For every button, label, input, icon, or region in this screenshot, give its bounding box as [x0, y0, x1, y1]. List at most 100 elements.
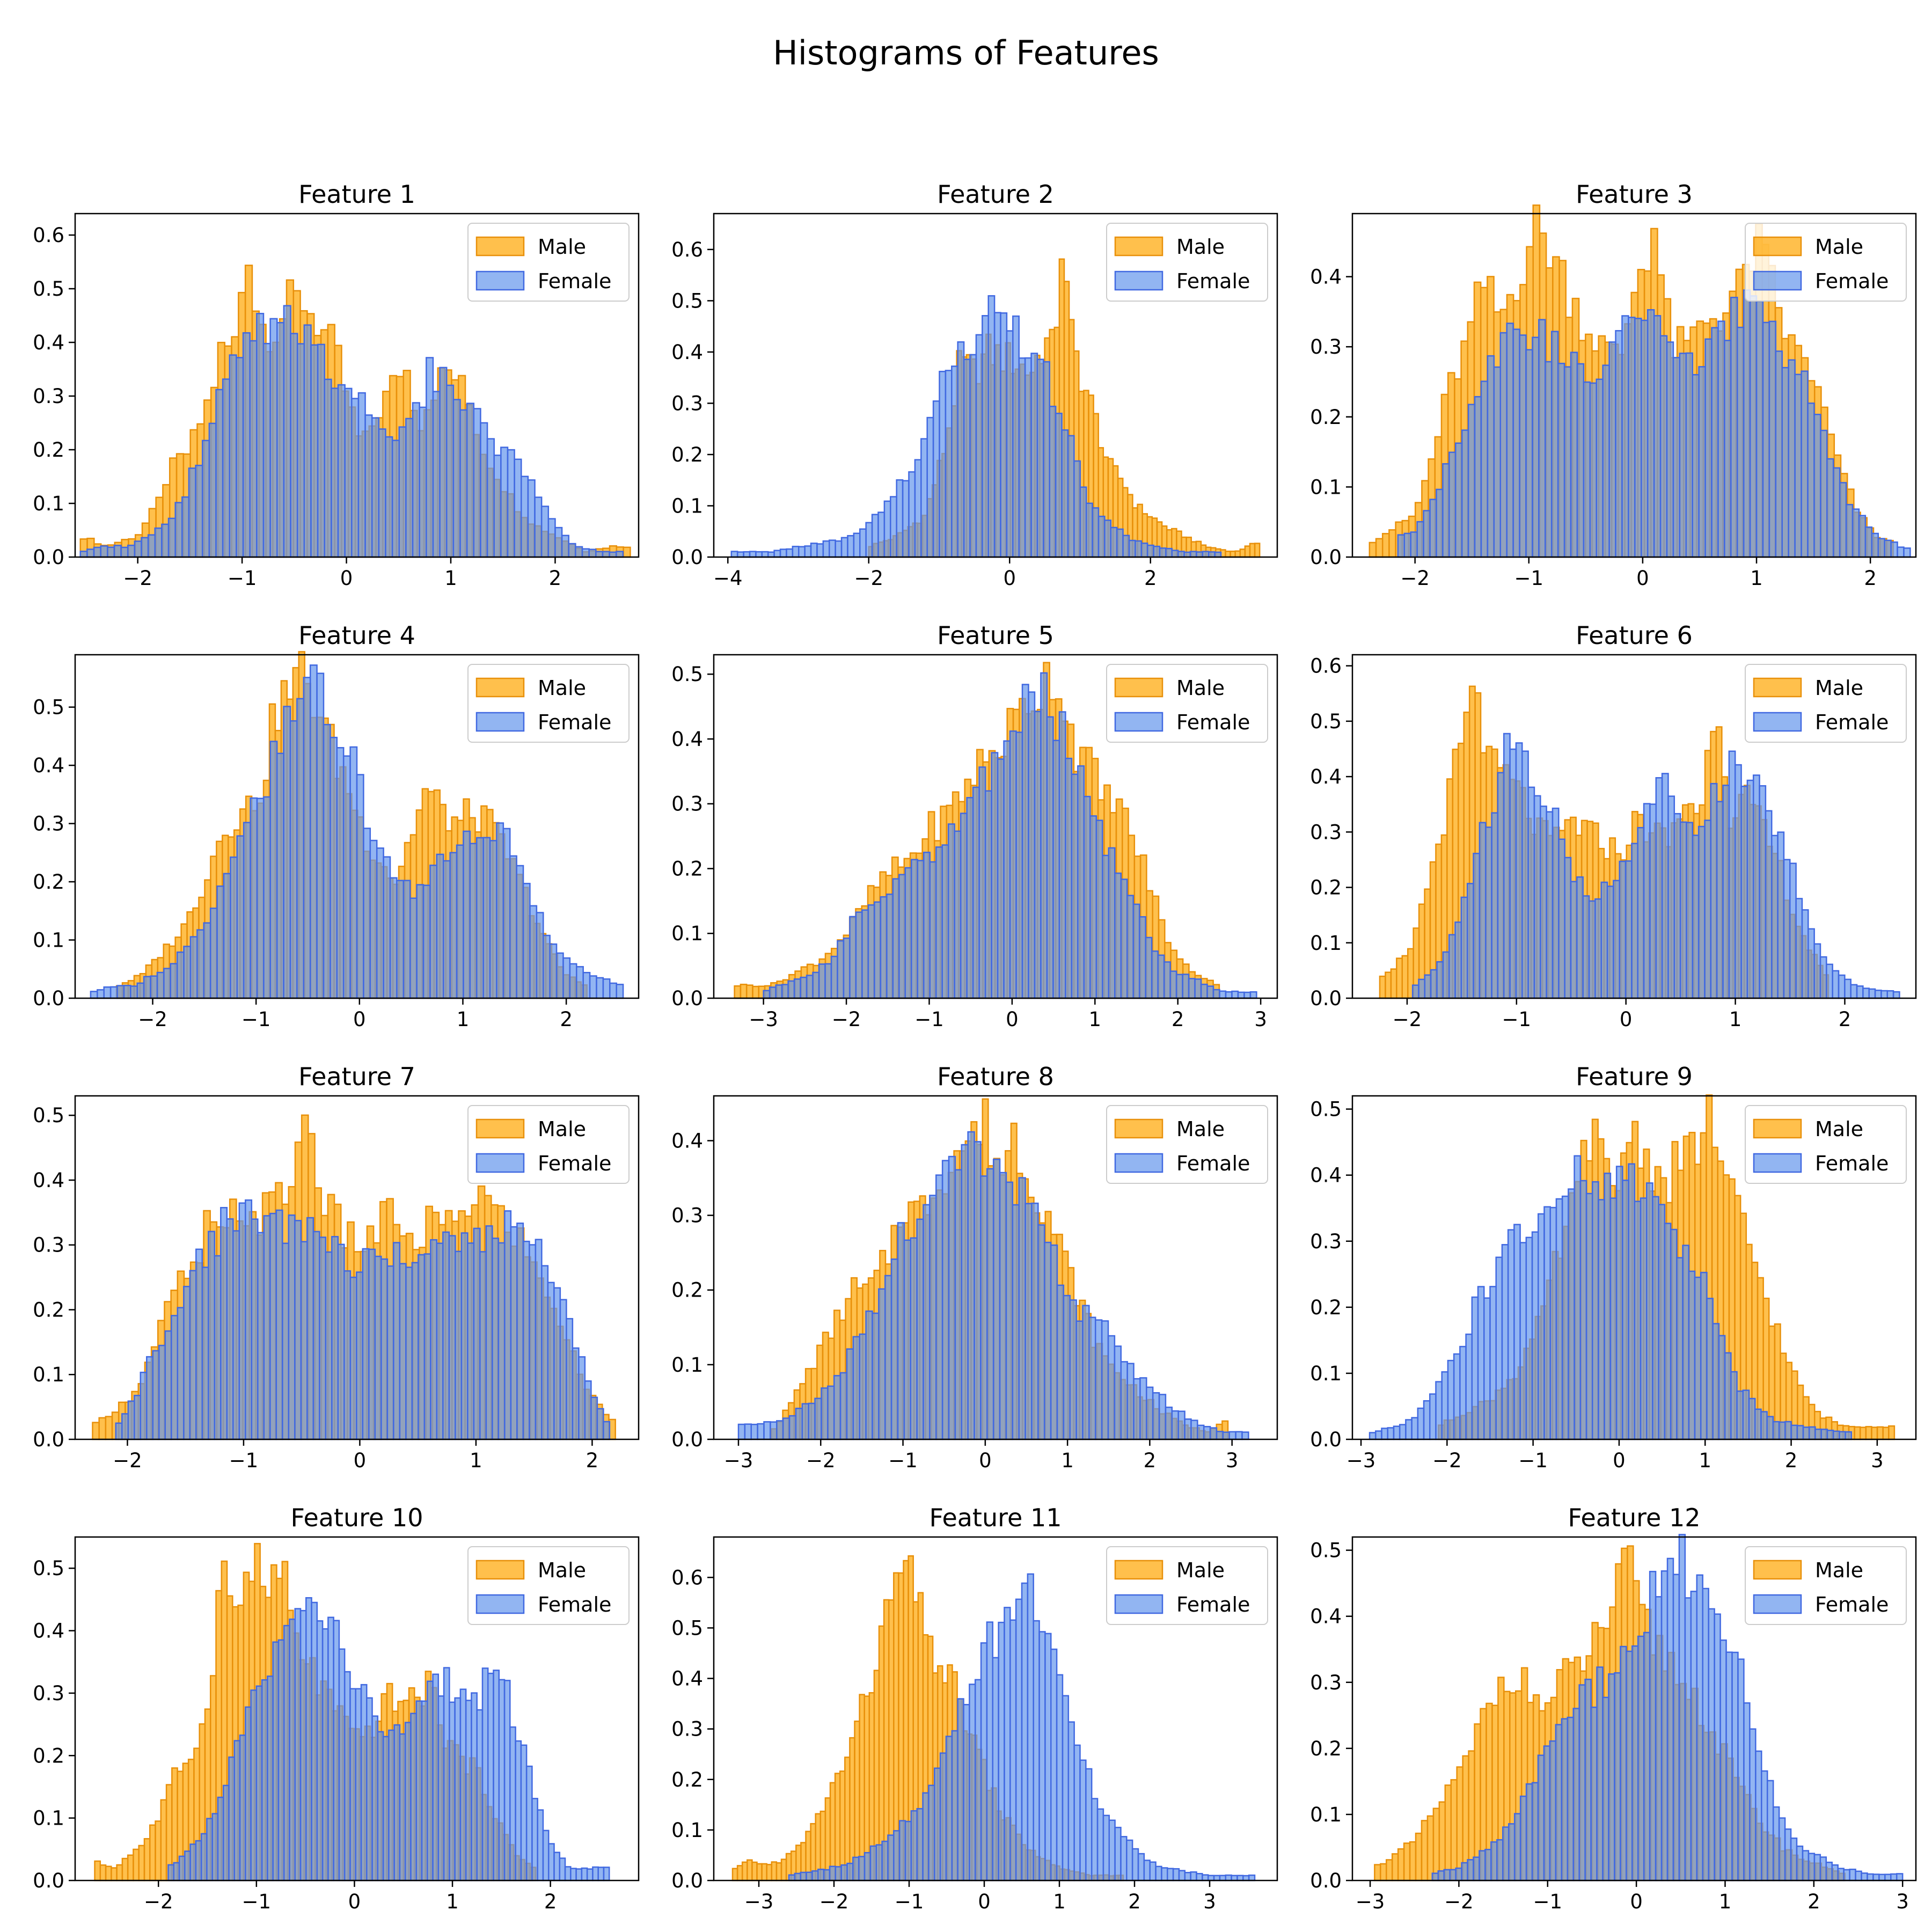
- female-bar: [553, 1851, 561, 1882]
- female-bar: [817, 1868, 825, 1882]
- x-tick-label: 0: [1630, 1890, 1643, 1913]
- female-bar: [575, 1868, 583, 1882]
- male-bar: [127, 1854, 134, 1882]
- female-bar: [609, 982, 617, 999]
- female-bar: [757, 1423, 765, 1440]
- female-bar: [788, 1874, 796, 1882]
- female-bar: [997, 758, 1005, 999]
- y-tick-label: 0.1: [1310, 932, 1342, 955]
- female-bar: [316, 1620, 324, 1882]
- female-bar: [775, 984, 783, 999]
- x-tick-label: −2: [123, 567, 152, 590]
- y-tick-label: 0.6: [33, 224, 64, 247]
- y-tick-label: 0.0: [671, 1869, 703, 1892]
- female-legend-label: Female: [1176, 711, 1250, 734]
- female-bar: [343, 1671, 351, 1882]
- female-bar: [1455, 1867, 1462, 1882]
- female-bar: [898, 874, 906, 999]
- female-bar: [1761, 1770, 1768, 1882]
- female-bar: [1033, 1620, 1040, 1882]
- female-bar: [1089, 815, 1097, 999]
- female-bar: [821, 1387, 829, 1440]
- female-bar: [1219, 990, 1227, 999]
- y-axis: 0.0 0.1 0.2 0.3 0.4 0.5 0.6: [671, 238, 714, 569]
- female-bar: [1034, 711, 1042, 999]
- y-tick-label: 0.1: [671, 1353, 703, 1377]
- female-bar: [256, 797, 265, 999]
- female-bar: [356, 774, 364, 999]
- female-bar: [787, 980, 795, 999]
- female-bar: [357, 392, 366, 558]
- female-bar: [1820, 1429, 1828, 1440]
- female-bar: [1734, 764, 1742, 999]
- female-bar: [875, 1844, 883, 1882]
- female-bar: [1152, 1392, 1160, 1440]
- female-bar: [321, 1628, 329, 1882]
- female-bar: [1194, 978, 1202, 999]
- female-bar: [1552, 807, 1560, 999]
- female-bar: [1878, 1874, 1886, 1882]
- female-bar: [1784, 1421, 1792, 1440]
- female-bar: [1202, 551, 1210, 558]
- female-bar: [1820, 429, 1828, 558]
- female-bar: [730, 551, 738, 558]
- female-bar: [363, 828, 371, 999]
- female-bar: [416, 884, 425, 999]
- female-bar: [1802, 1426, 1810, 1440]
- y-tick-label: 0.5: [33, 696, 64, 719]
- female-bar: [376, 847, 384, 999]
- female-bar: [871, 514, 879, 558]
- female-bar: [755, 551, 763, 558]
- female-legend-label: Female: [538, 711, 611, 734]
- female-bar: [1040, 672, 1048, 999]
- female-bar: [306, 1217, 314, 1440]
- female-bar: [829, 539, 836, 558]
- female-bar: [1543, 1206, 1551, 1440]
- legend: Male Female: [1745, 1105, 1907, 1184]
- female-bar: [911, 859, 919, 999]
- female-bar: [1673, 813, 1681, 999]
- female-bar: [324, 378, 332, 558]
- female-bar: [584, 1380, 592, 1440]
- female-bar: [146, 1356, 154, 1440]
- legend: Male Female: [1106, 223, 1268, 302]
- female-bar: [1163, 961, 1171, 999]
- male-legend-label: Male: [1176, 676, 1225, 700]
- female-bar: [471, 1692, 478, 1882]
- axes-frame: [74, 1095, 640, 1440]
- female-bar: [852, 1336, 860, 1440]
- female-bar: [527, 479, 536, 558]
- axes-frame: [74, 1536, 640, 1882]
- female-bar: [130, 985, 138, 999]
- female-bar: [1140, 542, 1148, 558]
- male-bar: [1374, 1864, 1381, 1882]
- female-bar: [1631, 1645, 1639, 1882]
- female-bar: [1590, 1707, 1598, 1882]
- male-bar: [116, 1864, 123, 1882]
- y-tick-label: 0.4: [33, 1169, 64, 1192]
- female-bar: [269, 741, 278, 999]
- female-bar: [163, 968, 171, 999]
- female-bar: [1490, 1841, 1498, 1882]
- female-bar: [1801, 370, 1809, 558]
- female-bar: [1545, 361, 1553, 558]
- female-bar: [1531, 1231, 1539, 1440]
- female-bar: [230, 856, 238, 999]
- female-bar: [823, 1869, 831, 1882]
- female-bar: [1126, 1363, 1135, 1440]
- female-bar: [786, 548, 794, 558]
- bars: [1374, 1534, 1904, 1882]
- female-bar: [1861, 1872, 1868, 1882]
- female-bar: [421, 1700, 428, 1882]
- female-bar: [480, 422, 488, 558]
- male-bar: [1225, 550, 1231, 558]
- female-bar: [572, 1347, 580, 1440]
- female-bar: [800, 1871, 807, 1882]
- female-bar: [568, 543, 576, 558]
- female-bar: [1549, 1740, 1557, 1882]
- female-bar: [1241, 1431, 1249, 1440]
- female-bar: [1600, 881, 1608, 999]
- male-bar: [1403, 1842, 1411, 1882]
- female-bar: [189, 1270, 197, 1440]
- x-tick-label: 1: [1750, 567, 1763, 590]
